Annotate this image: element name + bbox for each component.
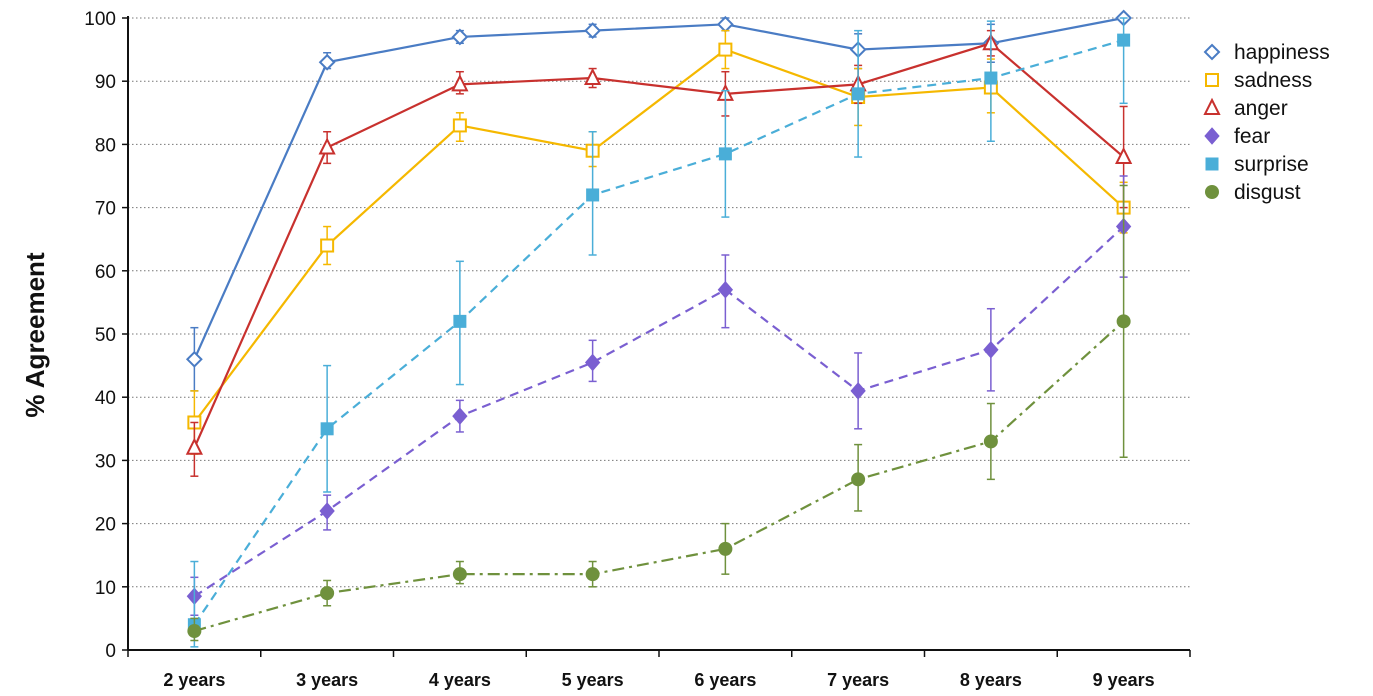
disgust-line: [194, 320, 1125, 633]
axes: [122, 16, 1191, 657]
series-anger: [185, 29, 1133, 477]
x-tick-label-2: 4 years: [429, 670, 491, 690]
y-tick-label-40: 40: [95, 388, 116, 409]
legend-label-fear: fear: [1234, 125, 1270, 148]
legend-label-disgust: disgust: [1234, 181, 1301, 204]
surprise-point-6: [984, 71, 998, 85]
fear-point-4: [717, 281, 734, 299]
sadness-point-4: [718, 42, 733, 57]
y-tick-label-60: 60: [95, 262, 116, 283]
x-tick-label-4: 6 years: [694, 670, 756, 690]
y-tick-label-90: 90: [95, 72, 116, 93]
surprise-point-2: [453, 314, 467, 328]
x-tick-label-3: 5 years: [562, 670, 624, 690]
x-tick-label-7: 9 years: [1093, 670, 1155, 690]
anger-line: [193, 42, 1125, 449]
anger-point-1: [318, 137, 336, 155]
y-tick-label-50: 50: [95, 325, 116, 346]
legend-item-anger: anger: [1203, 97, 1288, 120]
legend-marker-surprise: [1205, 157, 1219, 171]
y-tick-labels: 0 10 20 30 40 50 60 70 80 90 100: [84, 9, 116, 662]
surprise-point-4: [718, 147, 732, 161]
fear-point-1: [319, 502, 335, 520]
happiness-point-1: [318, 53, 336, 71]
fear-point-5: [850, 382, 866, 400]
y-axis-label: % Agreement: [20, 252, 50, 418]
y-tick-label-0: 0: [105, 641, 116, 662]
legend-label-happiness: happiness: [1234, 41, 1330, 64]
legend-marker-disgust: [1205, 185, 1219, 199]
happiness-point-0: [185, 350, 203, 368]
legend-item-surprise: surprise: [1205, 153, 1309, 176]
legend-label-anger: anger: [1234, 97, 1288, 120]
fear-line: [193, 225, 1125, 598]
gridlines: [128, 17, 1190, 588]
happiness-point-2: [451, 28, 469, 46]
disgust-point-3: [585, 567, 600, 582]
y-tick-label-100: 100: [84, 9, 116, 30]
happiness-point-4: [716, 15, 734, 33]
anger-point-2: [451, 74, 469, 92]
disgust-point-5: [851, 472, 866, 487]
fear-point-2: [452, 407, 468, 425]
sadness-point-2: [452, 118, 467, 133]
y-tick-label-20: 20: [95, 515, 116, 536]
anger-point-7: [1115, 146, 1133, 165]
y-tick-label-80: 80: [95, 135, 116, 156]
surprise-point-3: [586, 188, 600, 202]
surprise-point-5: [851, 87, 865, 101]
happiness-line: [193, 16, 1124, 360]
surprise-point-7: [1117, 33, 1131, 47]
fear-point-3: [584, 353, 601, 372]
surprise-point-1: [320, 422, 334, 436]
y-tick-label-30: 30: [95, 451, 116, 472]
legend-marker-sadness: [1205, 73, 1219, 87]
legend-label-surprise: surprise: [1234, 153, 1309, 176]
fear-point-6: [983, 341, 999, 359]
legend-item-fear: fear: [1204, 125, 1270, 148]
x-tick-labels: 2 years 3 years 4 years 5 years 6 years 7 yea…: [163, 670, 1154, 690]
disgust-point-2: [452, 567, 467, 582]
disgust-point-4: [718, 541, 733, 556]
legend-marker-anger: [1203, 97, 1221, 115]
x-tick-label-6: 8 years: [960, 670, 1022, 690]
disgust-point-6: [983, 434, 998, 449]
disgust-point-7: [1116, 314, 1131, 329]
anger-point-3: [584, 67, 602, 86]
legend-marker-fear: [1204, 127, 1220, 145]
legend-item-sadness: sadness: [1205, 69, 1312, 92]
anger-point-0: [185, 437, 203, 455]
happiness-point-3: [584, 22, 602, 40]
y-tick-label-70: 70: [95, 199, 116, 220]
disgust-point-0: [187, 624, 202, 639]
legend-marker-happiness: [1203, 43, 1221, 61]
sadness-point-1: [320, 238, 335, 253]
x-tick-label-1: 3 years: [296, 670, 358, 690]
y-tick-label-10: 10: [95, 578, 116, 599]
series-surprise: [187, 17, 1131, 648]
disgust-point-1: [320, 586, 335, 601]
surprise-line: [193, 39, 1124, 626]
series-disgust: [187, 184, 1131, 642]
legend-item-happiness: happiness: [1203, 41, 1330, 64]
x-tick-label-5: 7 years: [827, 670, 889, 690]
x-tick-label-0: 2 years: [163, 670, 225, 690]
series-layer: [185, 9, 1133, 648]
sadness-line: [193, 48, 1125, 424]
legend: happiness sadness anger fear surprise disgust: [1203, 41, 1330, 204]
legend-label-sadness: sadness: [1234, 69, 1312, 92]
legend-item-disgust: disgust: [1205, 181, 1301, 204]
